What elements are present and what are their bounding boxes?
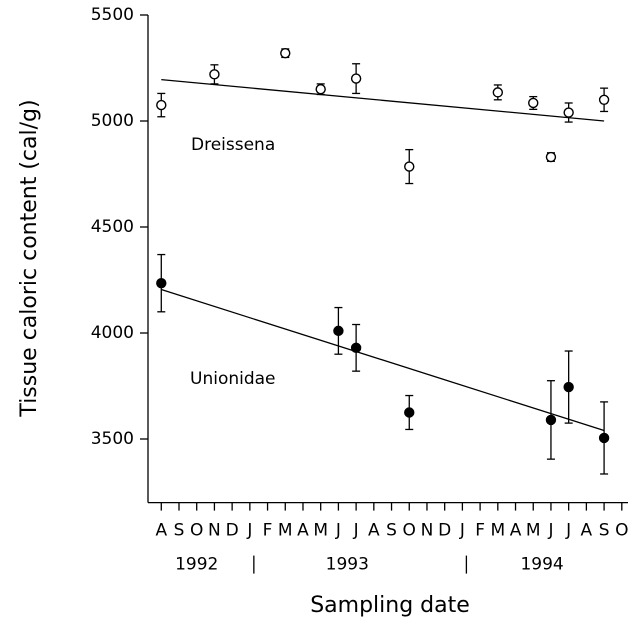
data-point [563, 107, 574, 118]
y-tick-label: 5000 [91, 111, 134, 131]
data-point [545, 151, 557, 163]
data-point [350, 73, 362, 84]
data-point [315, 83, 326, 95]
series-label: Unionidae [190, 369, 276, 389]
x-tick-label: D [226, 521, 239, 541]
x-tick-label: J [459, 521, 465, 541]
x-tick-label: A [297, 521, 309, 541]
y-axis-label: Tissue caloric content (cal/g) [17, 99, 42, 417]
x-tick-label: N [208, 521, 221, 541]
data-point [333, 325, 344, 337]
data-point [492, 87, 504, 98]
data-point [598, 432, 610, 444]
data-point [404, 161, 415, 172]
x-tick-label: S [386, 521, 397, 541]
x-tick-label: N [421, 521, 434, 541]
x-tick-label: M [278, 521, 293, 541]
x-tick-label: J [565, 521, 571, 541]
trend-line [161, 79, 605, 122]
x-tick-label: J [547, 521, 553, 541]
data-point [209, 69, 220, 80]
x-tick-label: A [368, 521, 380, 541]
data-point [350, 342, 362, 354]
x-tick-label: S [174, 521, 185, 541]
year-label: 1992 [175, 555, 218, 575]
year-label: 1993 [326, 555, 369, 575]
x-tick-label: M [313, 521, 328, 541]
x-tick-label: J [335, 521, 341, 541]
x-tick-label: O [403, 521, 416, 541]
data-point [156, 99, 167, 111]
x-tick-label: F [475, 521, 485, 541]
data-point [563, 381, 574, 393]
data-point [156, 277, 167, 289]
data-point [404, 407, 415, 418]
trend-line [161, 288, 605, 432]
data-point [280, 47, 291, 59]
x-tick-label: M [490, 521, 505, 541]
y-tick-label: 3500 [91, 429, 134, 449]
y-tick-label: 4500 [91, 217, 134, 237]
x-tick-label: O [615, 521, 628, 541]
x-tick-label: J [246, 521, 252, 541]
x-tick-label: M [526, 521, 541, 541]
x-tick-label: A [155, 521, 167, 541]
x-tick-label: F [263, 521, 273, 541]
x-tick-label: O [190, 521, 203, 541]
data-point [598, 94, 610, 106]
x-tick-label: D [438, 521, 451, 541]
y-tick-label: 4000 [91, 323, 134, 343]
data-point [545, 414, 557, 426]
x-tick-label: A [510, 521, 522, 541]
series-label: Dreissena [191, 135, 275, 155]
data-point [528, 97, 539, 109]
x-tick-label: J [353, 521, 359, 541]
year-label: 1994 [520, 555, 563, 575]
y-tick-label: 5500 [91, 5, 134, 25]
x-axis-label: Sampling date [310, 593, 470, 618]
x-tick-label: A [581, 521, 593, 541]
x-tick-label: S [599, 521, 610, 541]
